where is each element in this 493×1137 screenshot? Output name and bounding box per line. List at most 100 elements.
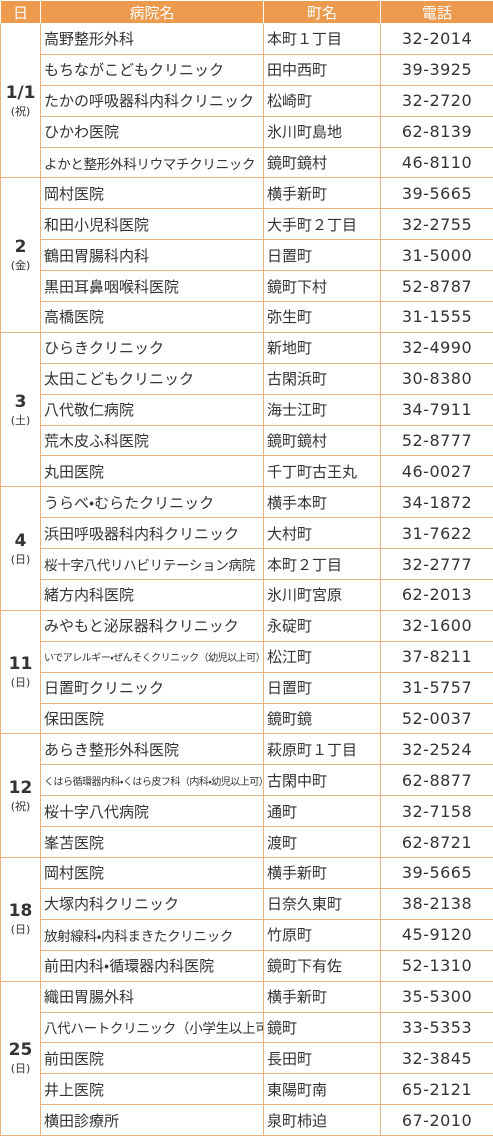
hospital-name: 日置町クリニック bbox=[40, 671, 264, 704]
table-row: よかと整形外科リウマチクリニック 鏡町鏡村 46-8110 bbox=[1, 146, 493, 179]
day: 3 bbox=[14, 391, 27, 412]
town: 鏡町下村 bbox=[263, 270, 381, 303]
phone: 62-8139 bbox=[380, 115, 493, 148]
hospital-name: 浜田呼吸器科内科クリニック bbox=[40, 517, 264, 550]
hospital-name: 丸田医院 bbox=[40, 455, 264, 488]
town: 鏡町鏡村 bbox=[263, 146, 381, 179]
phone: 32-7158 bbox=[380, 795, 493, 828]
town: 古閑浜町 bbox=[263, 362, 381, 395]
day-of-week: (祝) bbox=[10, 104, 31, 118]
hospital-name: 岡村医院 bbox=[40, 857, 264, 889]
hospital-name: 大塚内科クリニック bbox=[40, 887, 264, 920]
table-row: 11 (日) みやもと泌尿器科クリニック 永碇町 32-1600 bbox=[0, 609, 493, 735]
town: 通町 bbox=[263, 795, 381, 828]
town: 鏡町下有佐 bbox=[263, 949, 381, 982]
hospital-name: 峯苫医院 bbox=[40, 826, 264, 859]
town: 松江町 bbox=[263, 640, 381, 673]
hospital-name: 桜十字八代病院 bbox=[40, 795, 264, 828]
town: 鏡町鏡村 bbox=[263, 424, 381, 457]
phone: 52-1310 bbox=[380, 949, 493, 982]
table-row: 和田小児科医院 大手町２丁目 32-2755 bbox=[1, 208, 493, 241]
phone: 34-7911 bbox=[380, 393, 493, 426]
phone: 34-1872 bbox=[380, 486, 493, 519]
table-row: もちながこどもクリニック 田中西町 39-3925 bbox=[1, 53, 493, 86]
town: 弥生町 bbox=[263, 301, 381, 333]
header-cell: 電話 bbox=[380, 0, 493, 24]
table-row: 高橋医院 弥生町 31-1555 bbox=[1, 301, 493, 333]
day-of-week: (祝) bbox=[10, 799, 31, 813]
town: 大村町 bbox=[263, 517, 381, 550]
hospital-name: 前田内科・循環器内科医院 bbox=[40, 949, 264, 982]
table-row: 鶴田胃腸科内科 日置町 31-5000 bbox=[1, 239, 493, 272]
phone: 67-2010 bbox=[380, 1104, 493, 1137]
phone: 52-8787 bbox=[380, 270, 493, 303]
phone: 32-1600 bbox=[380, 609, 493, 642]
town: 日置町 bbox=[263, 671, 381, 704]
phone: 33-5353 bbox=[380, 1011, 493, 1044]
town: 日奈久東町 bbox=[263, 887, 381, 920]
phone: 32-2524 bbox=[380, 733, 493, 766]
table-row: 八代ハートクリニック（小学生以上可） 鏡町 33-5353 bbox=[1, 1011, 493, 1044]
phone: 39-5665 bbox=[380, 857, 493, 889]
town: 氷川町島地 bbox=[263, 115, 381, 148]
hospital-name: 黒田耳鼻咽喉科医院 bbox=[40, 270, 264, 303]
day: 12 bbox=[8, 777, 33, 798]
phone: 62-8877 bbox=[380, 764, 493, 797]
phone: 37-8211 bbox=[380, 640, 493, 673]
hospital-name: うらべ・むらたクリニック bbox=[40, 486, 264, 519]
hospital-name: 八代ハートクリニック（小学生以上可） bbox=[40, 1011, 264, 1044]
hospital-name: くはら循環器内科・くはら皮フ科（内科・幼児以上可） bbox=[40, 764, 264, 797]
table-row: 大塚内科クリニック 日奈久東町 38-2138 bbox=[1, 887, 493, 920]
header-cell: 病院名 bbox=[40, 0, 264, 24]
day-cell: 3 (土) bbox=[0, 331, 41, 488]
hospital-name: 鶴田胃腸科内科 bbox=[40, 239, 264, 272]
table-row: 日置町クリニック 日置町 31-5757 bbox=[1, 671, 493, 704]
town: 横手新町 bbox=[263, 177, 381, 210]
phone: 46-0027 bbox=[380, 455, 493, 488]
table-row: 保田医院 鏡町鏡 52-0037 bbox=[1, 702, 493, 735]
day-cell: 12 (祝) bbox=[0, 733, 41, 859]
town: 長田町 bbox=[263, 1042, 381, 1075]
table-row: 桜十字八代病院 通町 32-7158 bbox=[1, 795, 493, 828]
phone: 62-8721 bbox=[380, 826, 493, 859]
table-row: 放射線科・内科まきたクリニック 竹原町 45-9120 bbox=[1, 918, 493, 951]
hospital-name: 和田小児科医院 bbox=[40, 208, 264, 241]
hospital-name: 横田診療所 bbox=[40, 1104, 264, 1137]
town: 東陽町南 bbox=[263, 1073, 381, 1106]
day: 25 bbox=[8, 1040, 33, 1061]
table-row: たかの呼吸器科内科クリニック 松崎町 32-2720 bbox=[1, 84, 493, 117]
phone: 32-4990 bbox=[380, 331, 493, 364]
town: 古閑中町 bbox=[263, 764, 381, 797]
day-cell: 2 (金) bbox=[0, 177, 41, 333]
header-cell: 日 bbox=[0, 0, 41, 24]
phone: 35-5300 bbox=[380, 980, 493, 1013]
hospital-name: 保田医院 bbox=[40, 702, 264, 735]
table-row: 丸田医院 千丁町古王丸 46-0027 bbox=[1, 455, 493, 488]
hospital-name: 前田医院 bbox=[40, 1042, 264, 1075]
phone: 38-2138 bbox=[380, 887, 493, 920]
hospital-name: 織田胃腸外科 bbox=[40, 980, 264, 1013]
header-cell: 町名 bbox=[263, 0, 381, 24]
hospital-name: 八代敬仁病院 bbox=[40, 393, 264, 426]
day-cell: 18 (日) bbox=[0, 857, 41, 982]
town: 横手新町 bbox=[263, 980, 381, 1013]
town: 横手本町 bbox=[263, 486, 381, 519]
phone: 45-9120 bbox=[380, 918, 493, 951]
hospital-name: ひらきクリニック bbox=[40, 331, 264, 364]
table-row: 25 (日) 織田胃腸外科 横手新町 35-5300 bbox=[0, 980, 493, 1137]
town: 萩原町１丁目 bbox=[263, 733, 381, 766]
table-row: 前田内科・循環器内科医院 鏡町下有佐 52-1310 bbox=[1, 949, 493, 982]
day-of-week: (日) bbox=[10, 676, 31, 690]
table-row: 浜田呼吸器科内科クリニック 大村町 31-7622 bbox=[1, 517, 493, 550]
table-row: 峯苫医院 渡町 62-8721 bbox=[1, 826, 493, 859]
table-row: 横田診療所 泉町柿迫 67-2010 bbox=[1, 1104, 493, 1137]
town: 横手新町 bbox=[263, 857, 381, 889]
table-row: 18 (日) 岡村医院 横手新町 39-5665 bbox=[0, 857, 493, 982]
table-row: 12 (祝) あらき整形外科医院 萩原町１丁目 32-2524 bbox=[0, 733, 493, 859]
day: 11 bbox=[8, 654, 33, 675]
town: 鏡町 bbox=[263, 1011, 381, 1044]
hospital-name: みやもと泌尿器科クリニック bbox=[40, 609, 264, 642]
hospital-name: よかと整形外科リウマチクリニック bbox=[40, 146, 264, 179]
table-row: 荒木皮ふ科医院 鏡町鏡村 52-8777 bbox=[1, 424, 493, 457]
